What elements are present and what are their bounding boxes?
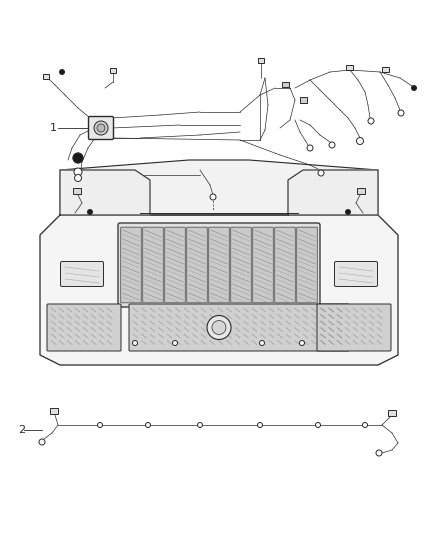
Circle shape xyxy=(258,423,262,427)
FancyBboxPatch shape xyxy=(110,68,116,73)
Text: 2: 2 xyxy=(18,425,25,435)
FancyBboxPatch shape xyxy=(282,82,289,87)
FancyBboxPatch shape xyxy=(275,227,295,303)
FancyBboxPatch shape xyxy=(165,227,185,303)
Circle shape xyxy=(357,138,364,144)
Circle shape xyxy=(73,153,83,163)
FancyBboxPatch shape xyxy=(297,227,317,303)
FancyBboxPatch shape xyxy=(346,65,353,70)
FancyBboxPatch shape xyxy=(73,188,81,194)
Circle shape xyxy=(97,124,105,132)
FancyBboxPatch shape xyxy=(43,74,49,79)
FancyBboxPatch shape xyxy=(208,227,230,303)
Circle shape xyxy=(318,170,324,176)
Circle shape xyxy=(368,118,374,124)
Circle shape xyxy=(173,341,177,345)
FancyBboxPatch shape xyxy=(253,227,273,303)
FancyBboxPatch shape xyxy=(382,67,389,72)
FancyBboxPatch shape xyxy=(231,227,251,303)
FancyBboxPatch shape xyxy=(187,227,207,303)
Circle shape xyxy=(74,168,82,176)
FancyBboxPatch shape xyxy=(60,262,103,287)
Circle shape xyxy=(315,423,321,427)
Circle shape xyxy=(207,316,231,340)
Polygon shape xyxy=(60,170,150,215)
Circle shape xyxy=(133,341,138,345)
Circle shape xyxy=(145,423,151,427)
FancyBboxPatch shape xyxy=(300,97,307,103)
Circle shape xyxy=(198,423,202,427)
Circle shape xyxy=(307,145,313,151)
Circle shape xyxy=(74,174,81,182)
Circle shape xyxy=(411,85,417,91)
FancyBboxPatch shape xyxy=(118,223,320,307)
Circle shape xyxy=(300,341,304,345)
Circle shape xyxy=(259,341,265,345)
Circle shape xyxy=(98,423,102,427)
Circle shape xyxy=(60,69,64,75)
FancyBboxPatch shape xyxy=(317,304,391,351)
FancyBboxPatch shape xyxy=(357,188,365,194)
Text: 1: 1 xyxy=(50,123,57,133)
FancyBboxPatch shape xyxy=(335,262,378,287)
FancyBboxPatch shape xyxy=(47,304,121,351)
FancyBboxPatch shape xyxy=(121,227,141,303)
Circle shape xyxy=(376,450,382,456)
Circle shape xyxy=(94,121,108,135)
Circle shape xyxy=(88,209,92,214)
FancyBboxPatch shape xyxy=(129,304,349,351)
FancyBboxPatch shape xyxy=(88,117,113,140)
Circle shape xyxy=(39,439,45,445)
Circle shape xyxy=(398,110,404,116)
Polygon shape xyxy=(288,170,378,215)
Polygon shape xyxy=(60,160,378,215)
Circle shape xyxy=(329,142,335,148)
Circle shape xyxy=(363,423,367,427)
Circle shape xyxy=(346,209,350,214)
FancyBboxPatch shape xyxy=(50,408,58,414)
FancyBboxPatch shape xyxy=(388,410,396,416)
FancyBboxPatch shape xyxy=(143,227,163,303)
Polygon shape xyxy=(40,215,398,365)
Circle shape xyxy=(73,153,83,163)
Circle shape xyxy=(210,194,216,200)
Circle shape xyxy=(212,320,226,335)
FancyBboxPatch shape xyxy=(258,58,264,63)
